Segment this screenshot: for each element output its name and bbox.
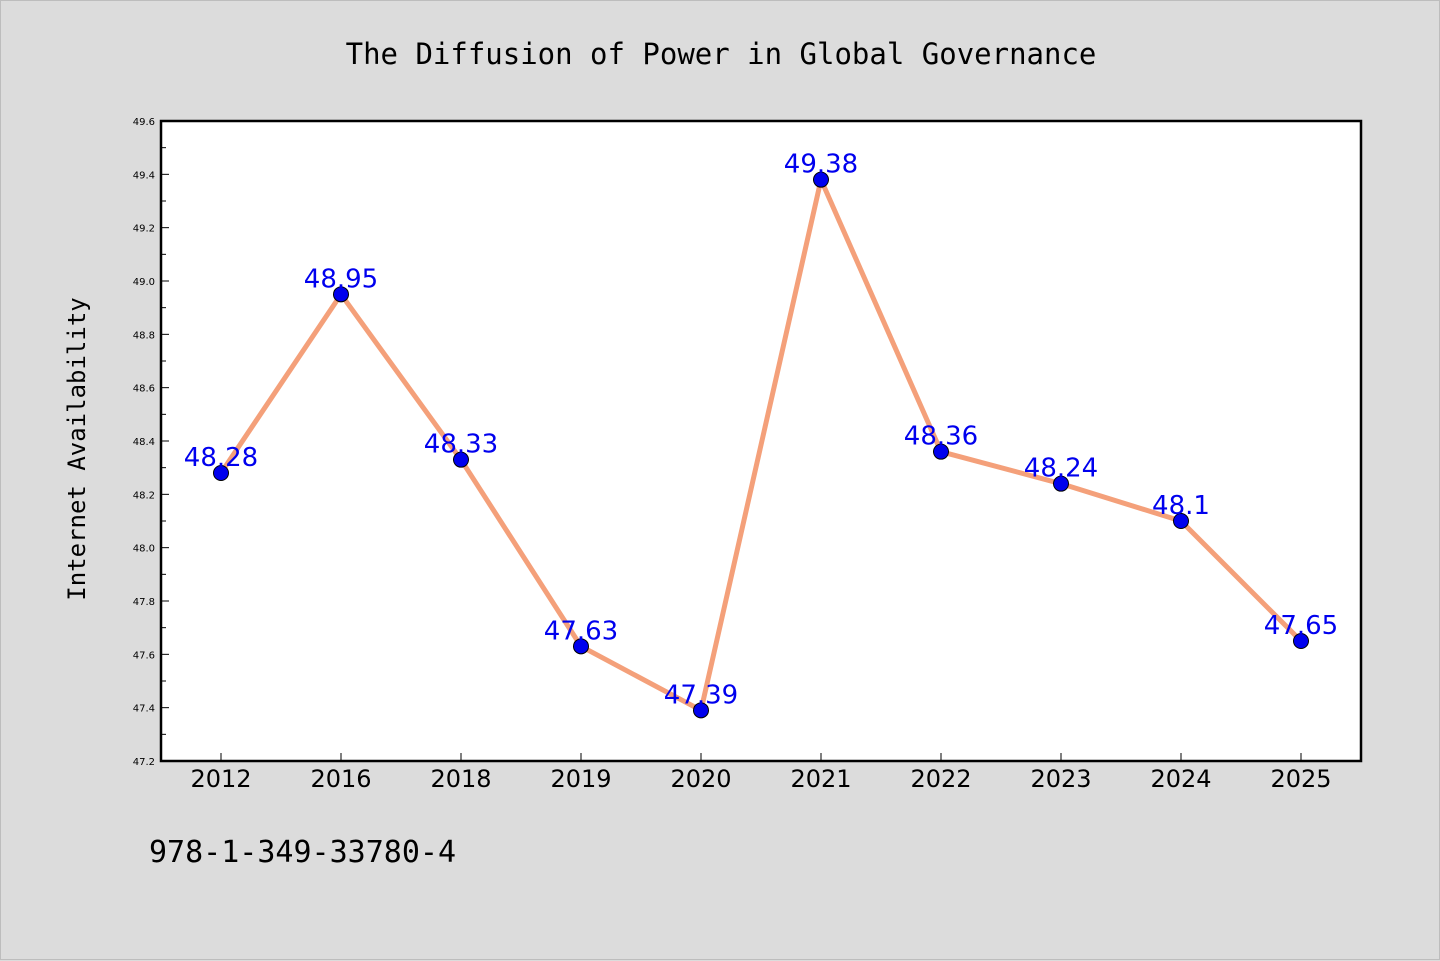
data-label: 48.36 [904,422,978,452]
data-label: 48.24 [1024,454,1098,484]
x-tick-label: 2021 [790,765,851,793]
y-axis: 47.2 47.4 47.6 47.8 48.0 48.2 48.4 48.6 48.8 49.0… [133,117,169,768]
data-label: 48.33 [424,430,498,460]
x-tick-label: 2016 [310,765,371,793]
x-tick-label: 2024 [1150,765,1211,793]
x-tick-label: 2019 [550,765,611,793]
data-point [213,465,229,481]
y-tick-label: 49.2 [133,224,155,235]
data-label: 47.63 [544,616,618,646]
chart-title: The Diffusion of Power in Global Governa… [346,37,1097,71]
data-point [1053,475,1069,492]
data-label: 47.39 [664,680,738,710]
y-axis-label: Internet Availability [63,297,91,600]
data-labels: 48.28 48.95 48.33 47.63 47.39 49.38 48.36 48.24… [184,150,1338,711]
x-tick-label: 2025 [1270,765,1331,793]
data-point [693,702,709,719]
y-tick-label: 48.4 [133,437,155,448]
isbn-footer: 978-1-349-33780-4 [149,835,457,870]
y-tick-label: 47.4 [133,704,155,715]
series-polyline [218,177,1304,713]
y-tick-label: 47.8 [133,597,155,608]
plot-frame [159,119,1363,763]
data-point [1293,633,1309,649]
data-label: 49.38 [784,150,858,180]
x-tick-label: 2023 [1030,765,1091,793]
data-point [933,443,949,460]
x-tick-label: 2018 [430,765,491,793]
y-tick-label: 47.6 [133,650,155,661]
x-axis: 2012 2016 2018 2019 2020 2021 2022 2023 2024 2025 [190,753,1332,793]
data-point [453,451,469,468]
y-tick-label: 48.0 [133,544,155,555]
data-point [1173,513,1189,529]
data-label: 48.28 [184,443,258,473]
y-tick-label: 47.2 [133,757,155,768]
series-line [218,177,1304,713]
y-tick-label: 48.2 [133,490,155,501]
x-tick-label: 2022 [910,765,971,793]
data-label: 48.1 [1152,491,1210,521]
data-point [573,638,589,655]
data-label: 48.95 [304,264,378,294]
x-tick-label: 2020 [670,765,731,793]
y-tick-label: 48.8 [133,330,155,341]
data-label: 47.65 [1264,611,1338,641]
y-tick-label: 49.4 [133,170,155,181]
y-tick-label: 48.6 [133,384,155,395]
data-point [333,286,349,303]
y-tick-label: 49.6 [133,117,155,128]
x-tick-label: 2012 [190,765,251,793]
series-markers [213,171,1309,719]
y-tick-label: 49.0 [133,277,155,288]
data-point [813,171,829,188]
